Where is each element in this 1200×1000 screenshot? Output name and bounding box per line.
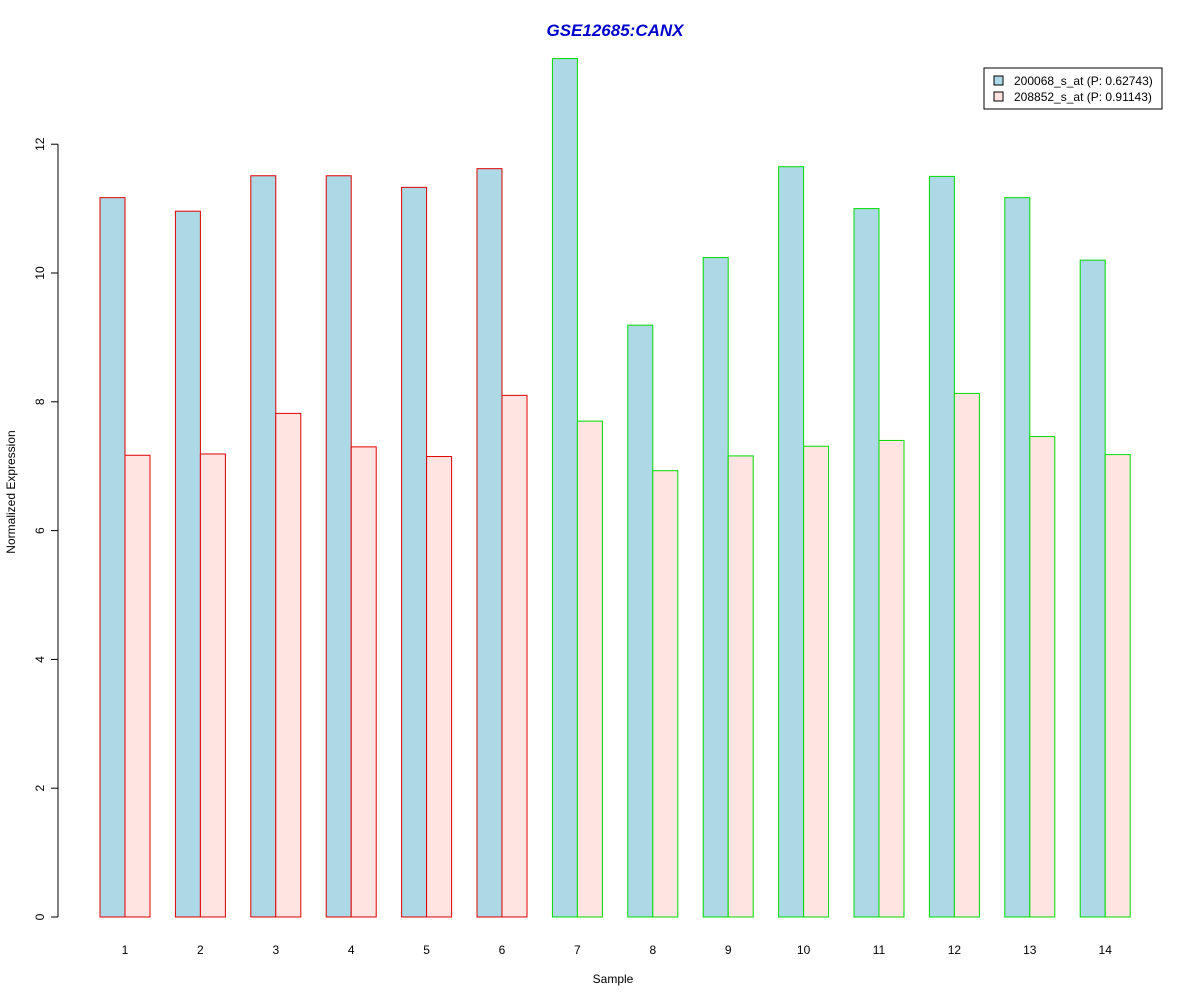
bar	[275, 412, 302, 918]
y-tick-label: 12	[33, 137, 47, 151]
x-tick-label: 8	[649, 943, 656, 957]
x-tick-label: 6	[499, 943, 506, 957]
x-tick-label: 13	[1023, 943, 1037, 957]
bar	[426, 456, 453, 918]
bar	[551, 58, 578, 918]
bar	[325, 175, 352, 918]
bar	[853, 208, 880, 918]
bar	[1004, 197, 1031, 918]
bar	[1079, 259, 1106, 918]
bar	[627, 324, 654, 918]
bar	[727, 455, 754, 918]
x-tick-label: 4	[348, 943, 355, 957]
bar	[501, 394, 528, 918]
bar	[928, 175, 955, 918]
x-tick-label: 2	[197, 943, 204, 957]
y-tick-label: 0	[33, 913, 47, 920]
bar	[576, 420, 603, 918]
bar	[1029, 436, 1056, 918]
x-axis-title: Sample	[593, 972, 634, 986]
x-tick-label: 7	[574, 943, 581, 957]
x-tick-label: 5	[423, 943, 430, 957]
legend-swatch	[993, 91, 1004, 102]
bar	[652, 470, 679, 918]
bar	[702, 257, 729, 918]
x-tick-label: 11	[873, 943, 886, 957]
y-axis: 0 2 4 6 8 10 12	[33, 137, 59, 920]
bar	[174, 210, 201, 918]
bar	[99, 197, 126, 918]
bar	[350, 446, 377, 918]
bars	[99, 58, 1131, 918]
bar	[401, 186, 428, 918]
legend-box	[983, 67, 1163, 110]
y-tick-label: 8	[33, 398, 47, 405]
legend: 200068_s_at (P: 0.62743) 208852_s_at (P:…	[983, 67, 1163, 110]
x-tick-labels: 1 2 3 4 5 6 7 8 9 10 11 12 13 14	[122, 943, 1113, 957]
x-tick-label: 1	[122, 943, 129, 957]
legend-label: 200068_s_at (P: 0.62743)	[1014, 74, 1153, 88]
legend-swatch	[993, 75, 1004, 86]
y-tick-label: 10	[33, 266, 47, 280]
x-tick-label: 10	[797, 943, 811, 957]
x-tick-label: 12	[948, 943, 962, 957]
bar	[250, 175, 277, 918]
y-tick-label: 6	[33, 527, 47, 534]
bar	[878, 439, 905, 918]
bar	[476, 168, 503, 918]
bar	[953, 392, 980, 918]
bar	[199, 453, 226, 918]
y-axis-title: Normalized Expression	[4, 430, 18, 553]
y-tick-label: 4	[33, 656, 47, 663]
bar	[1104, 454, 1131, 918]
x-tick-label: 3	[272, 943, 279, 957]
bar	[124, 454, 151, 918]
y-tick-label: 2	[33, 785, 47, 792]
bar	[778, 166, 805, 918]
chart-title: GSE12685:CANX	[546, 21, 685, 40]
x-tick-label: 9	[725, 943, 732, 957]
x-tick-label: 14	[1099, 943, 1113, 957]
bar	[803, 445, 830, 918]
legend-label: 208852_s_at (P: 0.91143)	[1014, 90, 1152, 104]
